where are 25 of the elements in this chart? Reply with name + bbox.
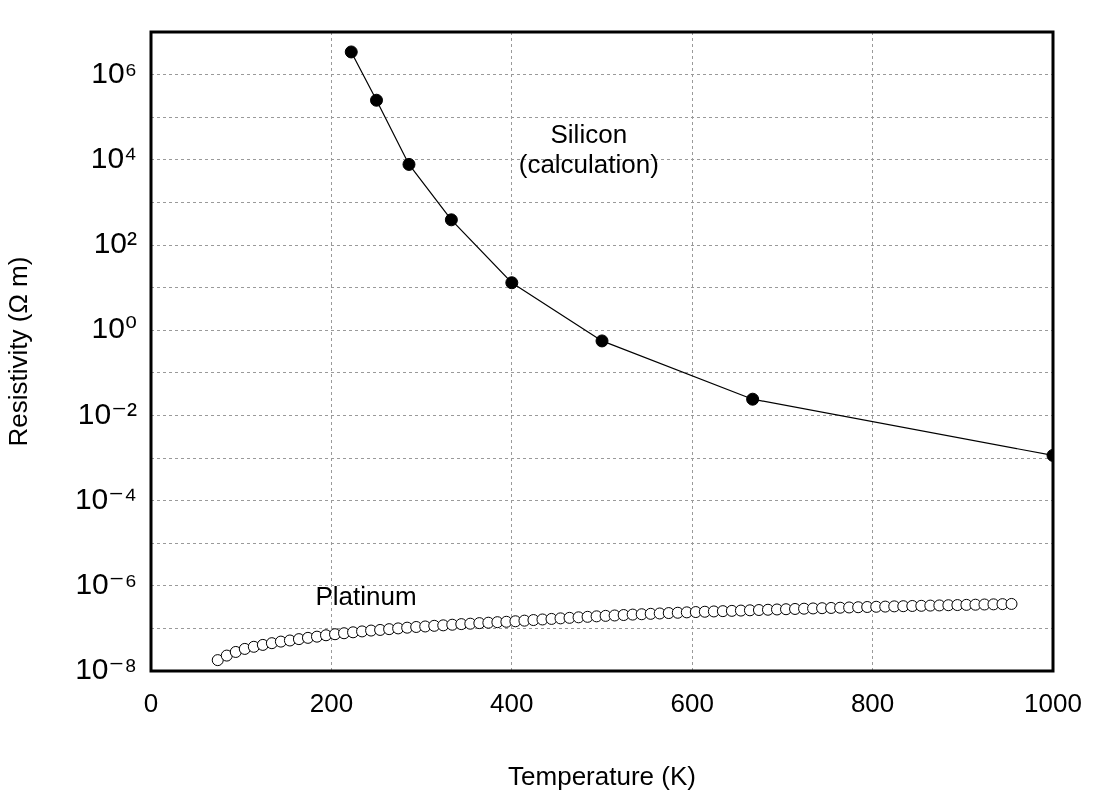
- point: [344, 45, 358, 59]
- y-tick-label: 10⁻⁸: [75, 652, 137, 686]
- y-axis-title: Resistivity (Ω m): [2, 256, 33, 447]
- x-tick-label: 800: [850, 687, 895, 718]
- x-tick-label: 400: [490, 687, 534, 718]
- point: [444, 213, 458, 227]
- x-tick-label: 0: [143, 687, 159, 718]
- x-tick-label: 600: [670, 687, 714, 718]
- y-tick-label: 10⁻²: [77, 396, 137, 430]
- x-tick-label: 1000: [1024, 687, 1082, 718]
- point: [746, 392, 760, 406]
- y-tick-label: 10⁶: [91, 55, 137, 89]
- x-axis-title: Temperature (K): [508, 760, 696, 791]
- y-tick-label: 10⁰: [91, 311, 137, 345]
- y-tick-label: 10⁻⁶: [75, 567, 137, 601]
- x-tick-label: 200: [309, 687, 354, 718]
- point: [370, 93, 383, 107]
- y-tick-label: 10⁻⁴: [74, 481, 137, 515]
- text: Silicon (calculation): [518, 118, 659, 179]
- point: [595, 334, 609, 348]
- point: [402, 157, 416, 171]
- series-label: Platinum: [315, 580, 417, 611]
- y-tick-label: 10⁴: [90, 141, 137, 175]
- point: [505, 276, 519, 290]
- y-tick-label: 10²: [93, 226, 138, 260]
